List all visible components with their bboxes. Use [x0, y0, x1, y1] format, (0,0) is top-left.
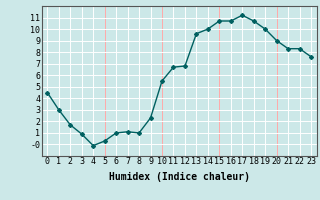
X-axis label: Humidex (Indice chaleur): Humidex (Indice chaleur)	[109, 172, 250, 182]
